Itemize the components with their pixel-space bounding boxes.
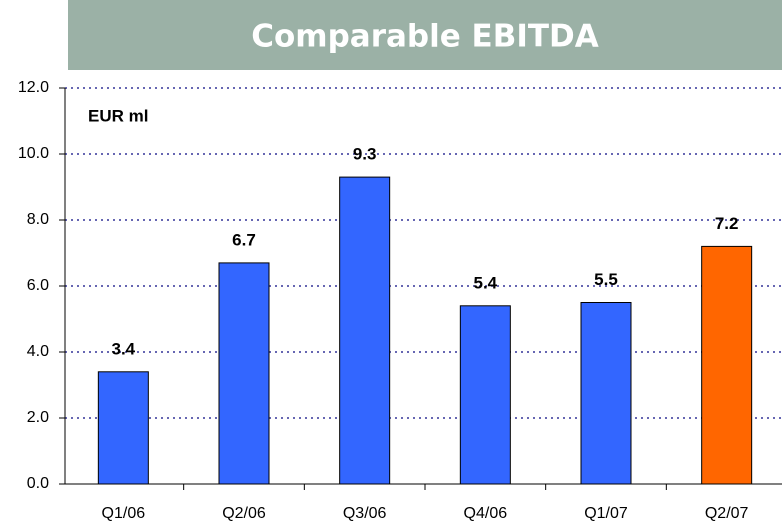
y-tick-label: 0.0 [27,475,49,492]
value-label: 5.5 [594,270,618,289]
bar [580,302,632,485]
x-tick-label: Q4/06 [464,505,508,522]
bar [339,176,391,485]
x-tick-label: Q1/06 [102,505,146,522]
value-label: 5.4 [474,273,498,292]
bar [701,245,753,485]
y-tick-label: 6.0 [27,277,49,294]
x-tick-label: Q2/07 [705,505,749,522]
chart-title: Comparable EBITDA [251,19,599,55]
bar [459,305,511,485]
y-tick-label: 4.0 [27,343,49,360]
x-tick-label: Q3/06 [343,505,387,522]
value-label: 6.7 [232,230,256,249]
y-tick-label: 2.0 [27,409,49,426]
x-tick-label: Q2/06 [222,505,266,522]
value-label: 7.2 [715,214,739,233]
y-tick-label: 10.0 [18,145,49,162]
value-label: 3.4 [112,339,136,358]
bar [97,371,149,485]
title-banner [68,0,782,70]
y-tick-label: 8.0 [27,211,49,228]
bar [218,262,270,485]
x-tick-label: Q1/07 [584,505,628,522]
y-tick-label: 12.0 [18,79,49,96]
value-label: 9.3 [353,145,377,164]
unit-label: EUR ml [88,106,148,125]
